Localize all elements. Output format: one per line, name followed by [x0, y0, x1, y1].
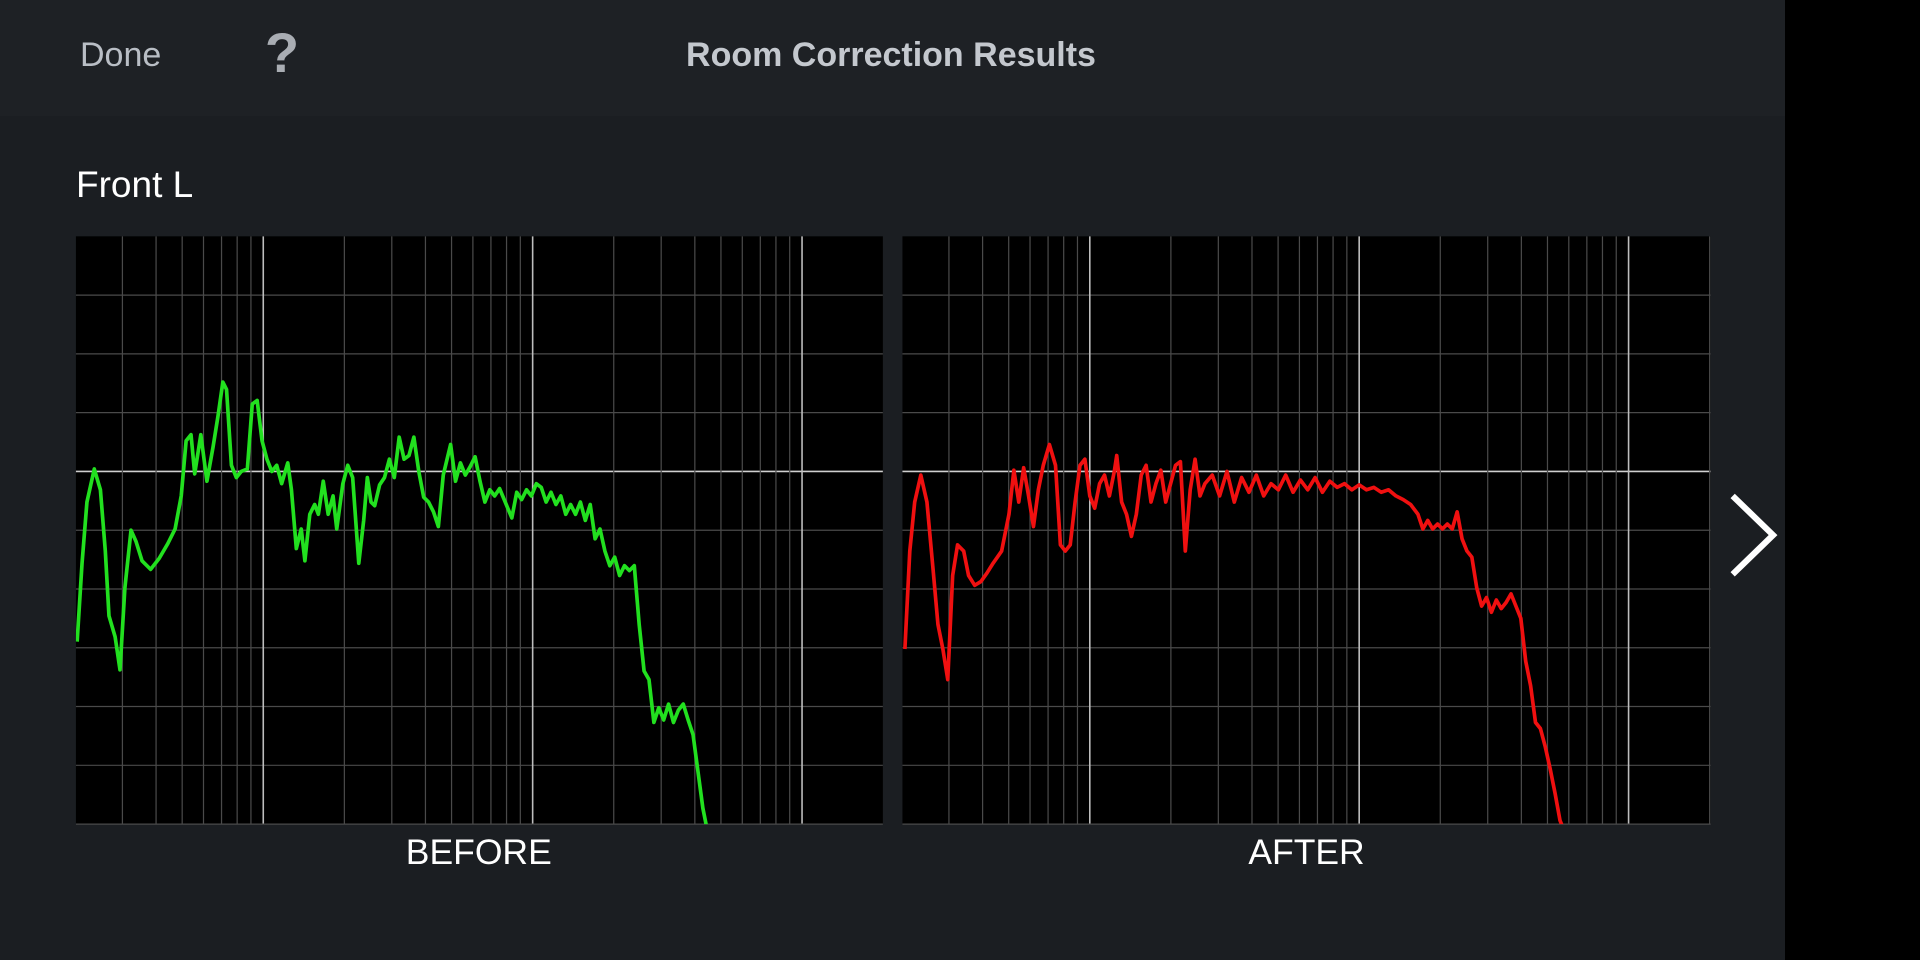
- chart-label: AFTER: [1248, 832, 1364, 872]
- side-strip: [1785, 0, 1920, 960]
- charts: BEFORE AFTER: [75, 236, 1778, 872]
- header-bar: [0, 0, 1785, 116]
- help-button[interactable]: ?: [265, 21, 299, 84]
- response-curve: [75, 380, 708, 825]
- done-button[interactable]: Done: [80, 36, 161, 74]
- chart-before: [75, 236, 883, 825]
- response-curve: [903, 442, 1564, 825]
- chart-label: BEFORE: [406, 832, 552, 872]
- page-title: Room Correction Results: [686, 36, 1096, 74]
- channel-label: Front L: [76, 164, 193, 205]
- next-button[interactable]: [1730, 493, 1778, 577]
- chart-after: [902, 236, 1711, 825]
